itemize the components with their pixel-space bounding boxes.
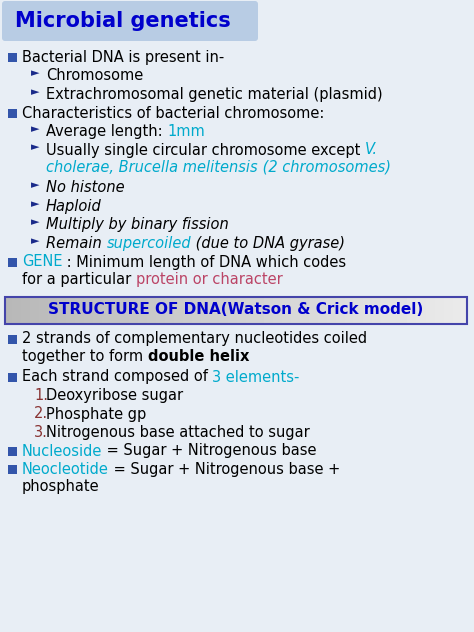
Text: ►: ► bbox=[31, 68, 39, 78]
Text: 2.: 2. bbox=[34, 406, 48, 422]
Text: (2 chromosomes): (2 chromosomes) bbox=[258, 160, 391, 175]
Text: Neocleotide: Neocleotide bbox=[22, 462, 109, 477]
Text: GENE: GENE bbox=[22, 255, 63, 269]
Text: ►: ► bbox=[31, 87, 39, 97]
Text: Average length:: Average length: bbox=[46, 124, 167, 139]
Text: = Sugar + Nitrogenous base +: = Sugar + Nitrogenous base + bbox=[109, 462, 340, 477]
Text: Phosphate gp: Phosphate gp bbox=[46, 406, 146, 422]
Text: 3.: 3. bbox=[34, 425, 48, 440]
Bar bbox=[8, 446, 17, 456]
Text: Characteristics of bacterial chromosome:: Characteristics of bacterial chromosome: bbox=[22, 106, 324, 121]
Text: ►: ► bbox=[31, 236, 39, 246]
Text: Haploid: Haploid bbox=[46, 199, 102, 214]
Text: Usually single circular chromosome except: Usually single circular chromosome excep… bbox=[46, 142, 365, 157]
Text: ►: ► bbox=[31, 217, 39, 228]
Bar bbox=[8, 334, 17, 344]
Text: protein or character: protein or character bbox=[136, 272, 283, 287]
Text: 3 elements-: 3 elements- bbox=[212, 370, 300, 384]
Text: STRUCTURE OF DNA(Watson & Crick model): STRUCTURE OF DNA(Watson & Crick model) bbox=[48, 303, 424, 317]
Text: = Sugar + Nitrogenous base: = Sugar + Nitrogenous base bbox=[102, 444, 317, 458]
Text: ►: ► bbox=[31, 124, 39, 134]
Bar bbox=[8, 53, 17, 62]
Text: No histone: No histone bbox=[46, 181, 125, 195]
Text: ►: ► bbox=[31, 181, 39, 190]
Text: Chromosome: Chromosome bbox=[46, 68, 143, 83]
Text: ►: ► bbox=[31, 199, 39, 209]
Text: Bacterial DNA is present in-: Bacterial DNA is present in- bbox=[22, 50, 224, 65]
Text: Each strand composed of: Each strand composed of bbox=[22, 370, 212, 384]
Text: 2 strands of complementary nucleotides coiled: 2 strands of complementary nucleotides c… bbox=[22, 332, 367, 346]
Bar bbox=[5, 296, 467, 324]
Bar bbox=[8, 109, 17, 118]
Bar bbox=[8, 257, 17, 267]
Text: 1mm: 1mm bbox=[167, 124, 205, 139]
Text: V.: V. bbox=[365, 142, 378, 157]
Text: supercoiled: supercoiled bbox=[106, 236, 191, 251]
Text: phosphate: phosphate bbox=[22, 480, 100, 494]
Text: for a particular: for a particular bbox=[22, 272, 136, 287]
Text: Nitrogenous base attached to sugar: Nitrogenous base attached to sugar bbox=[46, 425, 310, 440]
Bar bbox=[8, 372, 17, 382]
Text: together to form: together to form bbox=[22, 349, 148, 364]
FancyBboxPatch shape bbox=[2, 1, 258, 41]
Text: Deoxyribose sugar: Deoxyribose sugar bbox=[46, 388, 183, 403]
Text: : Minimum length of DNA which codes: : Minimum length of DNA which codes bbox=[63, 255, 346, 269]
Bar bbox=[8, 465, 17, 474]
Text: ►: ► bbox=[31, 142, 39, 152]
Text: Extrachromosomal genetic material (plasmid): Extrachromosomal genetic material (plasm… bbox=[46, 87, 383, 102]
Text: cholerae, Brucella melitensis: cholerae, Brucella melitensis bbox=[46, 160, 258, 175]
Text: Remain: Remain bbox=[46, 236, 106, 251]
Text: Multiply by binary fission: Multiply by binary fission bbox=[46, 217, 229, 233]
Text: double helix: double helix bbox=[148, 349, 249, 364]
Text: Nucleoside: Nucleoside bbox=[22, 444, 102, 458]
Text: Microbial genetics: Microbial genetics bbox=[15, 11, 231, 31]
Text: (due to DNA gyrase): (due to DNA gyrase) bbox=[191, 236, 345, 251]
Text: 1.: 1. bbox=[34, 388, 48, 403]
